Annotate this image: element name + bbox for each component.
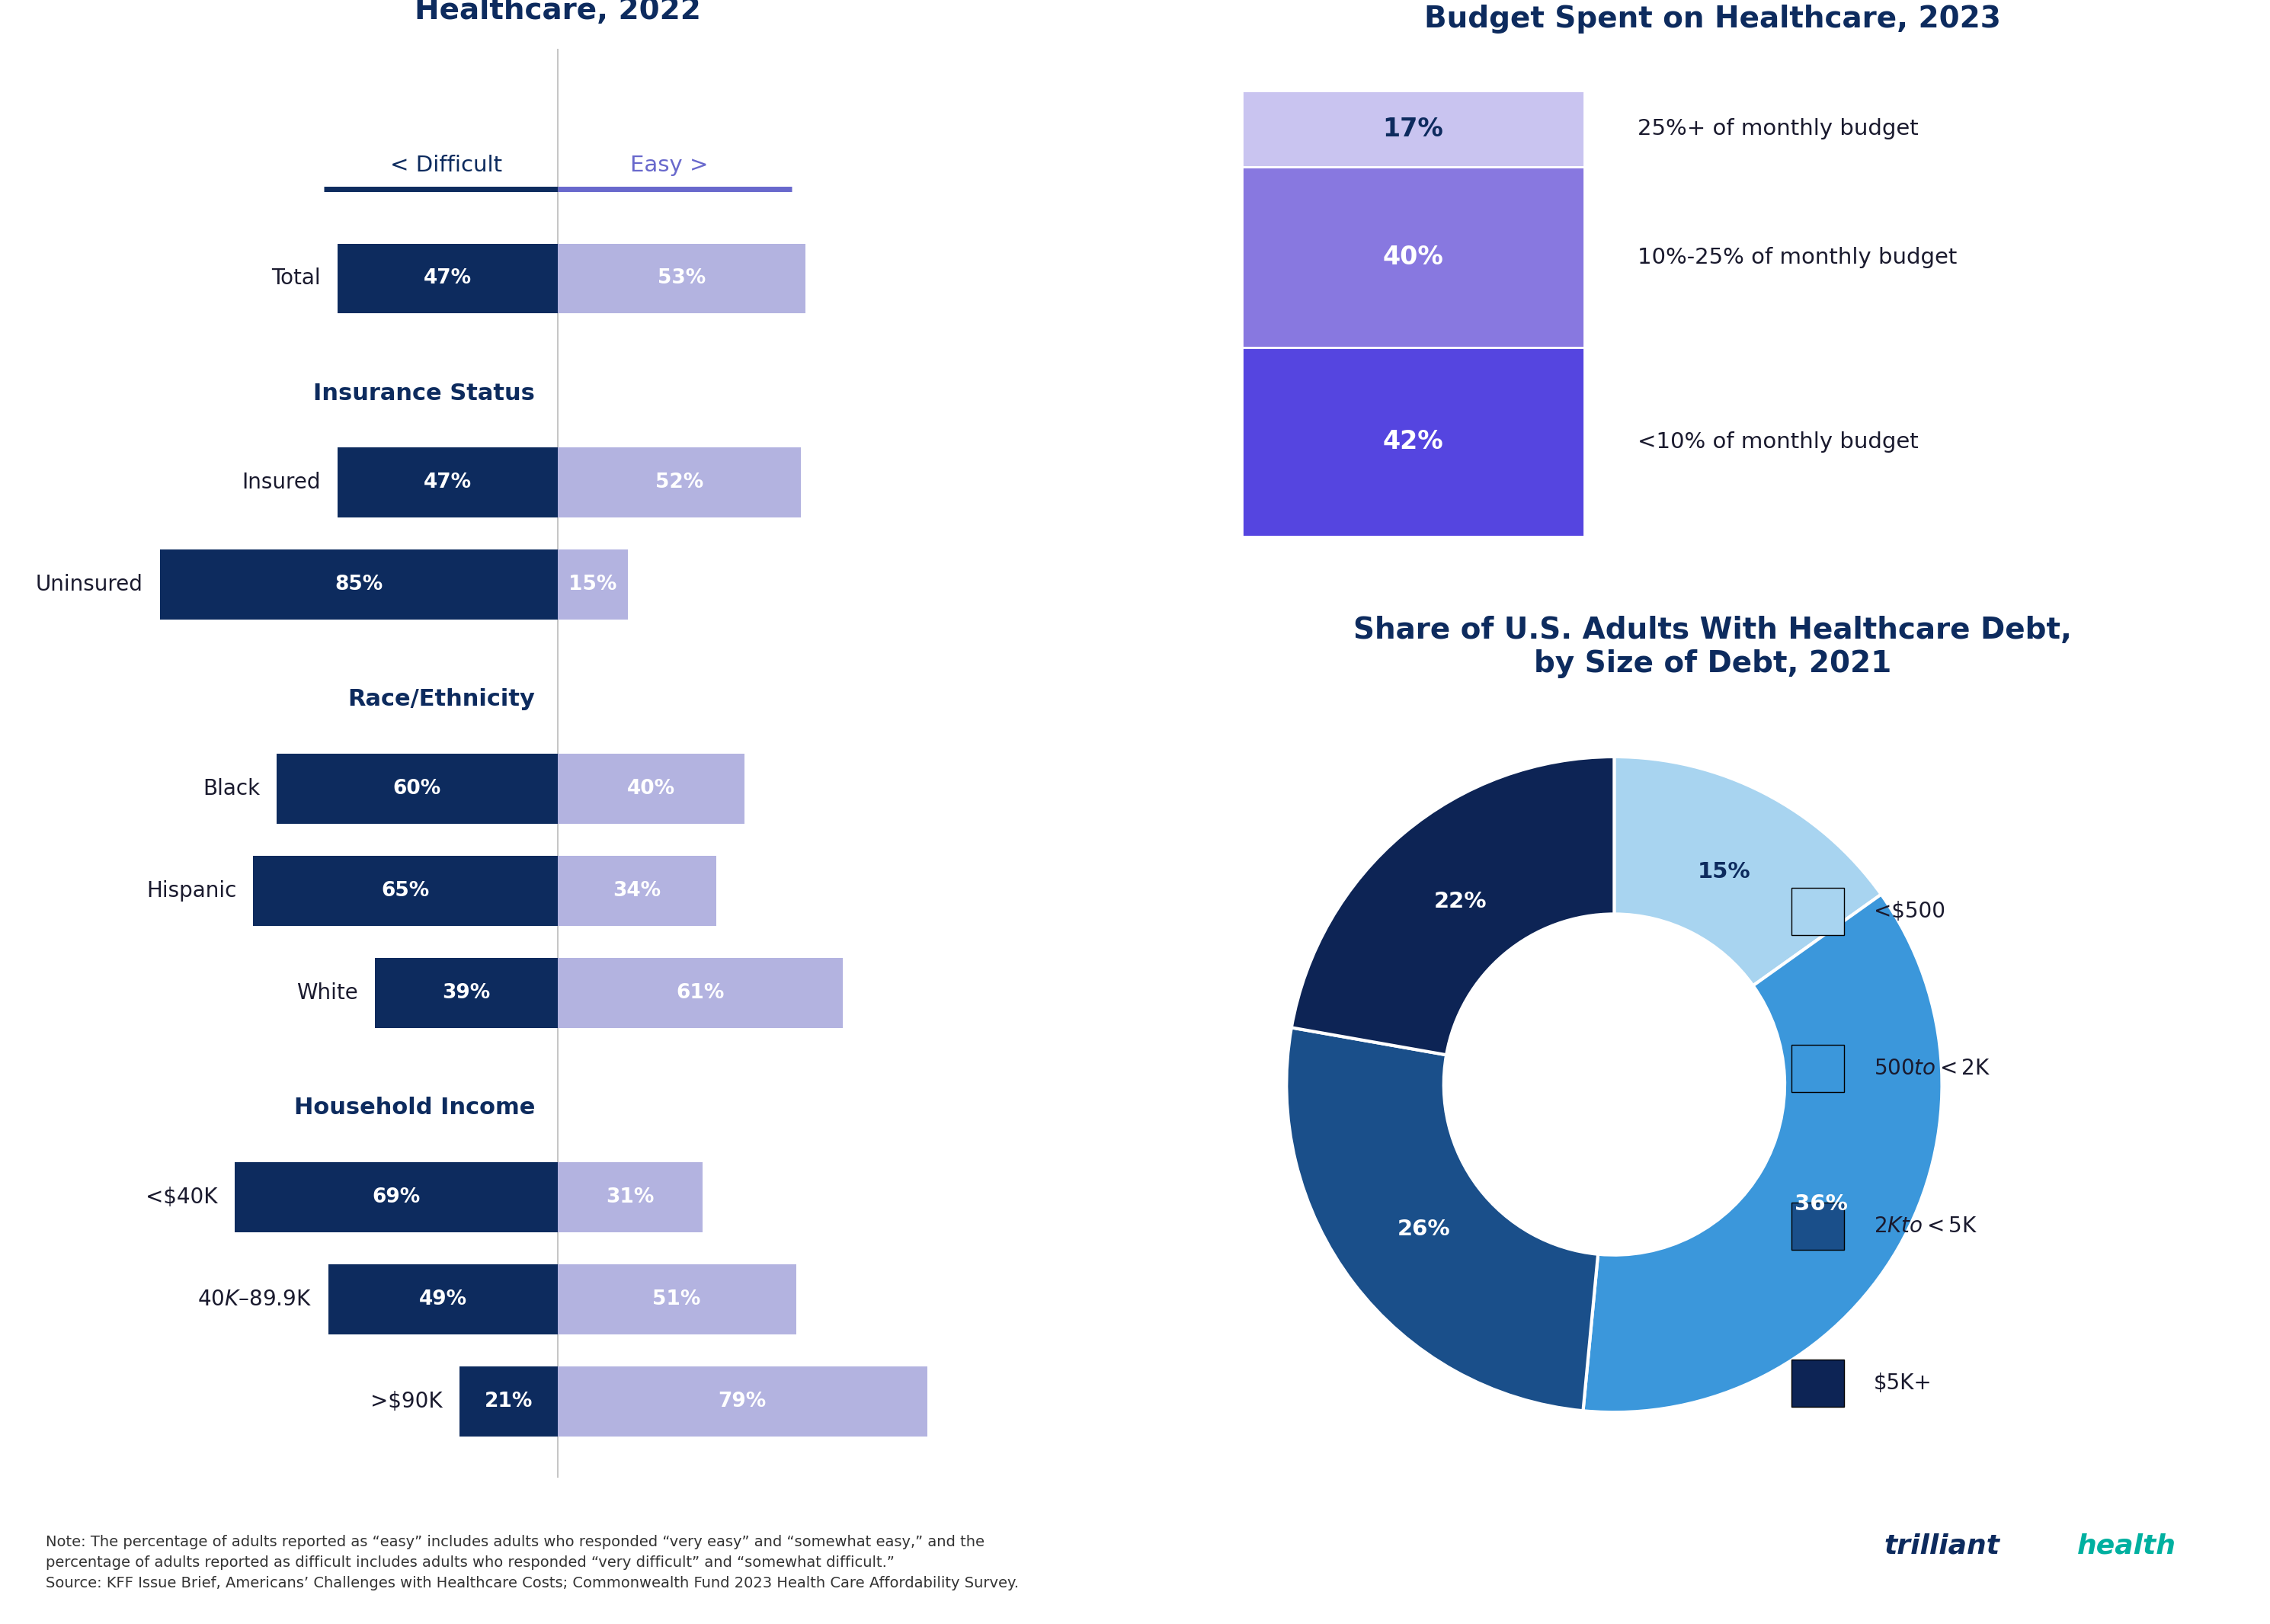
Text: Hispanic: Hispanic (145, 880, 236, 901)
Text: 39%: 39% (443, 983, 490, 1004)
Wedge shape (1582, 895, 1941, 1413)
Bar (234, 1163, 558, 1233)
FancyBboxPatch shape (1791, 888, 1843, 935)
FancyBboxPatch shape (1242, 91, 1584, 167)
Text: 15%: 15% (568, 575, 617, 594)
Text: Uninsured: Uninsured (36, 573, 143, 596)
Text: <$500: <$500 (1873, 901, 1945, 922)
FancyBboxPatch shape (1242, 348, 1584, 536)
Text: 22%: 22% (1435, 890, 1487, 911)
Text: 10%-25% of monthly budget: 10%-25% of monthly budget (1637, 247, 1957, 268)
Bar (277, 754, 558, 823)
FancyBboxPatch shape (1791, 1359, 1843, 1406)
Text: Total: Total (272, 268, 320, 289)
Wedge shape (1292, 757, 1614, 1056)
Text: Note: The percentage of adults reported as “easy” includes adults who responded : Note: The percentage of adults reported … (45, 1535, 1019, 1590)
Title: Share of U.S. Adults With Healthcare Debt,
by Size of Debt, 2021: Share of U.S. Adults With Healthcare Deb… (1353, 615, 2073, 679)
Text: 60%: 60% (393, 780, 440, 799)
Bar (558, 551, 627, 619)
Text: 25%+ of monthly budget: 25%+ of monthly budget (1637, 119, 1918, 140)
Bar (558, 958, 842, 1028)
FancyBboxPatch shape (1242, 167, 1584, 348)
Bar (558, 1163, 701, 1233)
Text: White: White (297, 983, 359, 1004)
Text: Household Income: Household Income (295, 1096, 536, 1119)
Bar (558, 754, 745, 823)
Text: 79%: 79% (717, 1392, 767, 1411)
Title: Share of Adults Reporting Ability To Afford
Healthcare, 2022: Share of Adults Reporting Ability To Aff… (200, 0, 915, 26)
Bar (329, 1265, 558, 1333)
Text: $40K–$89.9K: $40K–$89.9K (197, 1288, 311, 1311)
Text: 51%: 51% (654, 1289, 701, 1309)
Wedge shape (1614, 757, 1882, 986)
Text: Insurance Status: Insurance Status (313, 382, 536, 404)
Text: Black: Black (202, 778, 261, 799)
Bar (558, 1265, 797, 1333)
Text: 21%: 21% (484, 1392, 533, 1411)
Bar (558, 244, 806, 313)
Text: 53%: 53% (658, 268, 706, 289)
Text: 40%: 40% (627, 780, 674, 799)
Text: 69%: 69% (372, 1187, 420, 1207)
Text: $500 to <$2K: $500 to <$2K (1873, 1059, 1991, 1080)
Text: 34%: 34% (613, 880, 661, 901)
Text: >$90K: >$90K (370, 1390, 443, 1411)
Text: 52%: 52% (656, 473, 704, 492)
Text: 47%: 47% (424, 473, 472, 492)
Text: 49%: 49% (418, 1289, 468, 1309)
Text: Insured: Insured (243, 473, 320, 494)
Bar (338, 448, 558, 518)
Text: 36%: 36% (1796, 1194, 1848, 1215)
Text: 40%: 40% (1382, 245, 1444, 270)
Text: 31%: 31% (606, 1187, 654, 1207)
Bar (254, 856, 558, 926)
Text: Race/Ethnicity: Race/Ethnicity (347, 689, 536, 711)
Title: Average Percent of Monthly Household
Budget Spent on Healthcare, 2023: Average Percent of Monthly Household Bud… (1387, 0, 2038, 34)
Bar (159, 551, 558, 619)
Text: trilliant: trilliant (1884, 1533, 2000, 1559)
Bar (558, 1366, 926, 1436)
Text: $5K+: $5K+ (1873, 1372, 1932, 1393)
Text: health: health (2077, 1533, 2177, 1559)
Text: 17%: 17% (1382, 117, 1444, 141)
Bar (338, 244, 558, 313)
FancyBboxPatch shape (1791, 1202, 1843, 1250)
FancyBboxPatch shape (1791, 1046, 1843, 1093)
Text: 65%: 65% (381, 880, 429, 901)
Bar (558, 856, 717, 926)
Text: 26%: 26% (1398, 1218, 1451, 1241)
Text: 85%: 85% (334, 575, 384, 594)
Bar (375, 958, 558, 1028)
Text: <$40K: <$40K (145, 1187, 218, 1208)
Wedge shape (1287, 1028, 1598, 1411)
Text: 61%: 61% (676, 983, 724, 1004)
Text: Easy >: Easy > (629, 154, 708, 177)
Text: 42%: 42% (1382, 429, 1444, 455)
Text: 47%: 47% (424, 268, 472, 289)
Bar (558, 448, 801, 518)
Bar (459, 1366, 558, 1436)
Text: $2K to <$5K: $2K to <$5K (1873, 1215, 1977, 1237)
Text: <10% of monthly budget: <10% of monthly budget (1637, 432, 1918, 453)
Text: < Difficult: < Difficult (390, 154, 502, 177)
Text: 15%: 15% (1698, 861, 1750, 882)
